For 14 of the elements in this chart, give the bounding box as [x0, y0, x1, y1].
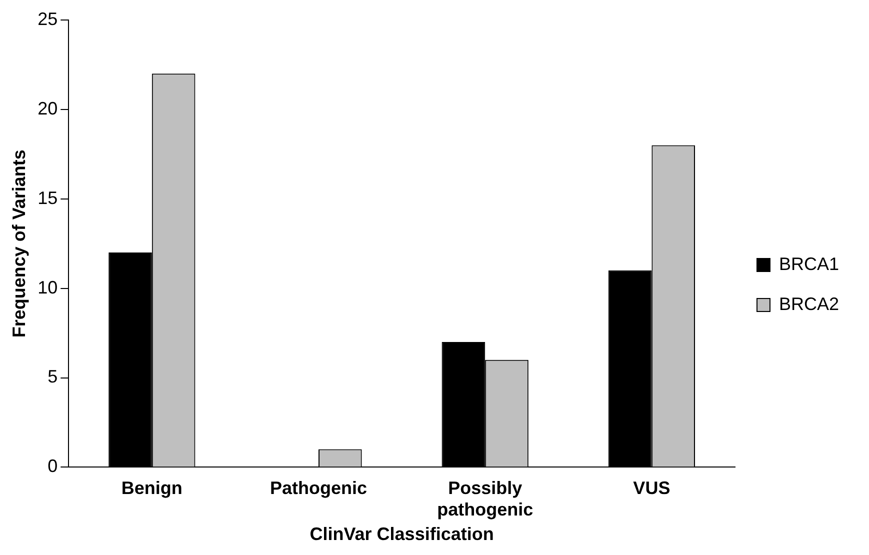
y-tick-label: 25 [38, 8, 58, 29]
legend-label: BRCA1 [778, 254, 840, 274]
y-tick-label: 5 [48, 366, 58, 387]
y-axis-title: Frequency of Variants [8, 150, 29, 338]
x-tick-label: Pathogenic [270, 478, 368, 498]
y-tick-label: 0 [48, 456, 58, 476]
x-tick-label: Benign [121, 478, 182, 498]
legend-label: BRCA2 [778, 294, 840, 314]
y-tick-label: 15 [38, 188, 58, 208]
y-tick-label: 10 [38, 277, 58, 298]
x-axis-title: ClinVar Classification [310, 524, 494, 544]
x-tick-label: VUS [633, 478, 670, 498]
x-tick-label: Possibly pathogenic [437, 478, 534, 520]
y-tick-label: 20 [38, 98, 58, 118]
